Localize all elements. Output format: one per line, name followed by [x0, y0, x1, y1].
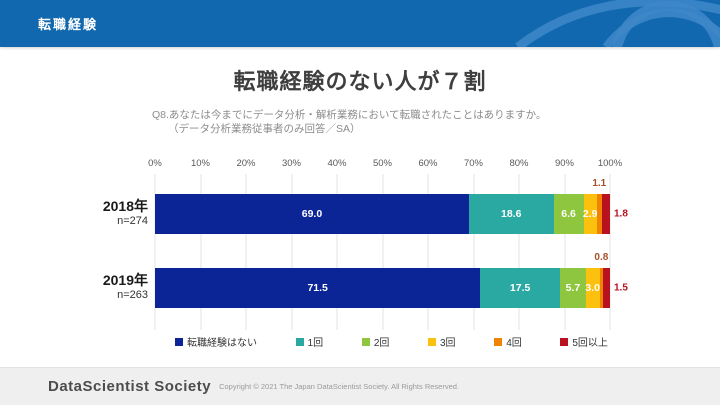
legend-swatch [494, 337, 503, 346]
gridline [154, 174, 156, 330]
value-label: 17.5 [509, 282, 531, 294]
x-tick-label: 20% [236, 158, 256, 169]
x-tick-label: 30% [281, 158, 302, 169]
value-label: 1.5 [614, 282, 628, 294]
x-tick-label: 80% [509, 158, 529, 169]
legend-item-3回: 3回 [428, 334, 456, 349]
x-tick-label: 0% [148, 158, 162, 169]
legend-label: 5回以上 [572, 338, 608, 349]
segment-転職経験はない [155, 268, 481, 308]
plot-area: 69.0 18.6 6.6 2.9 1.1 1.8 2018年 n=274 71.5 17.5 5.… [103, 174, 628, 330]
x-tick-label: 90% [554, 158, 575, 169]
gridline [336, 174, 338, 330]
row-label-2019年: 2019年 n=263 [28, 272, 148, 302]
stacked-bar-chart: 0% 10% 20% 30% 40% 50% 60% 70% 80% 90% 100% 69.0 18… [103, 158, 628, 358]
header: 転職経験 [0, 0, 720, 47]
x-tick-label: 60% [418, 158, 438, 169]
subtitle-line1: Q8.あなたは今までにデータ分析・解析業務において転職されたことはありますか。 [152, 109, 547, 121]
gridline [473, 174, 474, 330]
page-title: 転職経験のない人が７割 [233, 69, 487, 94]
value-label: 2.9 [582, 208, 598, 220]
segment-5回以上 [603, 268, 610, 308]
segment-1回 [480, 268, 560, 308]
legend-item-2回: 2回 [361, 334, 390, 349]
footer: DataScientist Society Copyright © 2021 T… [0, 367, 720, 405]
value-label: 5.7 [565, 282, 581, 294]
legend-swatch [560, 337, 569, 346]
bar-row-2018年: 69.0 18.6 6.6 2.9 1.1 1.8 [155, 178, 628, 234]
legend-label: 転職経験はない [187, 338, 257, 349]
legend-swatch [175, 337, 183, 346]
gridline [382, 174, 383, 330]
legend-label: 3回 [440, 338, 456, 349]
footer-brand-logo: DataScientist Society [48, 378, 212, 395]
x-tick-label: 50% [372, 158, 393, 169]
value-label: 0.8 [594, 252, 609, 263]
segment-3回 [583, 194, 597, 234]
segment-1回 [468, 194, 554, 234]
row-sample-size: n=263 [117, 289, 148, 301]
gridline [427, 174, 429, 330]
x-axis: 0% 10% 20% 30% 40% 50% 60% 70% 80% 90% 100% [148, 158, 622, 171]
legend-item-転職経験はない: 転職経験はない [175, 334, 257, 349]
legend-swatch [361, 337, 370, 346]
legend-swatch [428, 337, 436, 346]
question-subtitle: Q8.あなたは今までにデータ分析・解析業務において転職されたことはありますか。 … [152, 108, 546, 136]
x-tick-label: 100% [597, 158, 623, 169]
value-label: 6.6 [561, 208, 576, 220]
row-label-2018年: 2018年 n=274 [28, 198, 148, 228]
gridline [200, 174, 201, 330]
globe-swirl-decoration [515, 0, 720, 47]
gridline [291, 174, 292, 330]
segment-2回 [553, 194, 584, 234]
segment-4回 [596, 194, 602, 234]
x-tick-label: 70% [463, 158, 484, 169]
segment-転職経験はない [155, 194, 469, 234]
footer-copyright: Copyright © 2021 The Japan DataScientist… [219, 382, 460, 391]
gridline [245, 174, 247, 330]
x-tick-label: 40% [327, 158, 347, 169]
segment-4回 [599, 268, 604, 308]
legend-item-4回: 4回 [494, 334, 522, 349]
segment-3回 [585, 268, 600, 308]
subtitle-line2: （データ分析業務従事者のみ回答／SA） [168, 123, 361, 135]
legend: 転職経験はない 1回 2回 3回 4回 5回以上 [175, 334, 608, 349]
legend-item-1回: 1回 [295, 334, 324, 349]
x-tick-label: 10% [190, 158, 211, 169]
row-year: 2018年 [102, 198, 148, 214]
gridline [609, 174, 611, 330]
bar-row-2019年: 71.5 17.5 5.7 3.0 0.8 1.5 [155, 252, 628, 308]
value-label: 71.5 [307, 282, 328, 294]
segment-5回以上 [601, 194, 610, 234]
value-label: 3.0 [585, 282, 601, 294]
segment-2回 [559, 268, 586, 308]
value-label: 18.6 [501, 208, 522, 220]
gridline [518, 174, 520, 330]
legend-swatch [295, 337, 304, 346]
value-label: 1.8 [614, 208, 628, 220]
legend-label: 2回 [373, 338, 390, 349]
row-year: 2019年 [102, 272, 148, 288]
row-sample-size: n=274 [117, 215, 148, 227]
legend-item-5回以上: 5回以上 [560, 334, 608, 349]
legend-label: 4回 [506, 338, 522, 349]
legend-label: 1回 [307, 338, 324, 349]
value-label: 69.0 [301, 208, 323, 220]
header-title: 転職経験 [38, 17, 99, 32]
value-label: 1.1 [592, 178, 607, 189]
gridline [564, 174, 565, 330]
